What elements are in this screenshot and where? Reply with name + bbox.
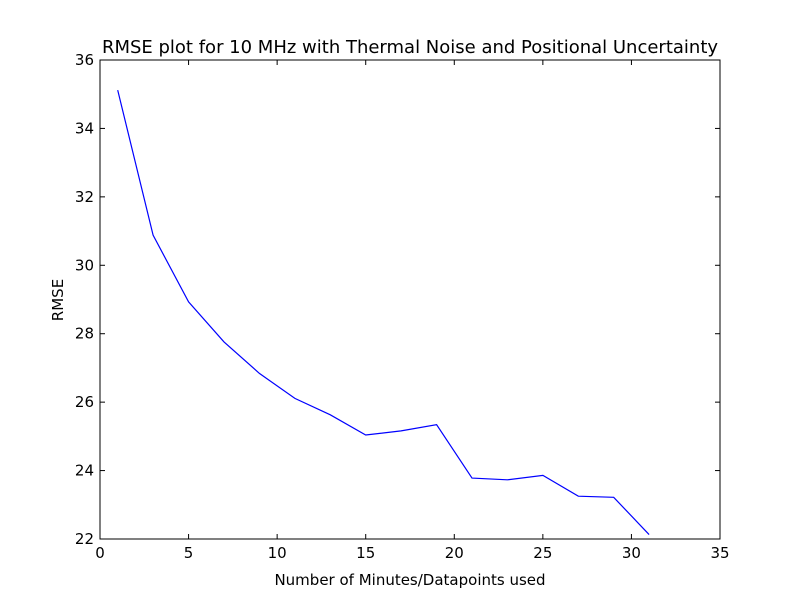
axis-ticks: 0 5 10 15 20 25 30 35 22 24 26 28 30 32 34 36 <box>75 51 730 562</box>
axes-frame <box>99 59 721 540</box>
x-tick-label: 35 <box>710 544 729 562</box>
x-tick-label: 10 <box>268 544 287 562</box>
series-line-0 <box>117 89 650 536</box>
y-tick-label: 24 <box>75 462 94 480</box>
y-tick-label: 36 <box>75 51 94 69</box>
y-tick-label: 34 <box>75 119 94 137</box>
x-tick-label: 0 <box>95 544 105 562</box>
x-axis-label: Number of Minutes/Datapoints used <box>274 571 545 589</box>
y-tick-label: 28 <box>75 325 94 343</box>
y-tick-label: 32 <box>75 188 94 206</box>
y-tick-label: 30 <box>75 256 94 274</box>
y-tick-label: 26 <box>75 393 94 411</box>
x-tick-label: 30 <box>622 544 641 562</box>
plot-area <box>117 89 650 536</box>
x-tick-label: 25 <box>533 544 552 562</box>
x-tick-label: 5 <box>184 544 194 562</box>
x-tick-label: 15 <box>356 544 375 562</box>
y-axis-label: RMSE <box>49 279 67 321</box>
x-tick-label: 20 <box>445 544 464 562</box>
chart-title: RMSE plot for 10 MHz with Thermal Noise … <box>102 37 718 58</box>
y-tick-label: 22 <box>75 530 94 548</box>
